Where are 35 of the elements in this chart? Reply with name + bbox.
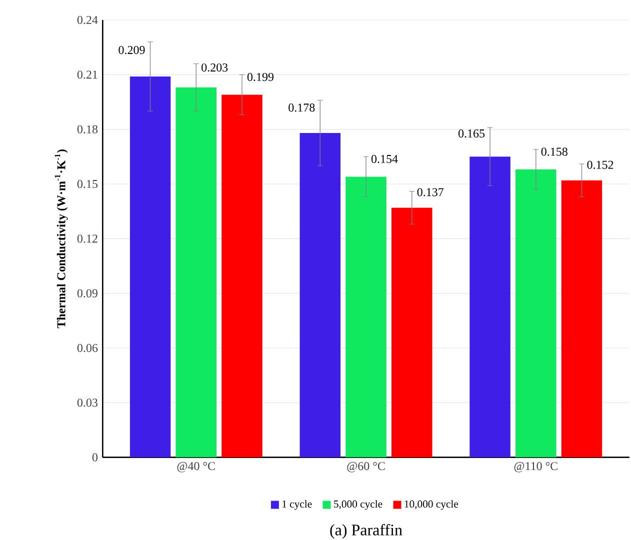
legend-label: 10,000 cycle	[404, 500, 458, 510]
bar	[470, 156, 510, 458]
data-label: 0.165	[458, 129, 485, 138]
data-label: 0.158	[541, 148, 568, 156]
data-label: 0.178	[288, 104, 315, 112]
legend-label: 5,000 cycle	[334, 500, 382, 510]
bar	[516, 169, 556, 458]
data-label: 0.137	[417, 188, 444, 196]
bar	[130, 76, 171, 458]
bar	[222, 94, 262, 458]
bar	[391, 208, 432, 458]
x-tick-label: @40 °C	[177, 462, 215, 472]
y-tick-label: 0.06	[77, 344, 98, 352]
legend-label: 1 cycle	[282, 500, 312, 510]
data-label: 0.154	[371, 154, 398, 164]
x-tick-label: @60 °C	[347, 462, 385, 472]
y-axis-title: Thermal Conductivity (W·m$^{-1}$·K$^{-1}$)	[54, 150, 68, 328]
y-tick-label: 0.24	[77, 16, 98, 24]
bar	[176, 87, 216, 458]
y-tick-label: 0.12	[77, 234, 98, 243]
data-label: 0.199	[247, 72, 274, 82]
data-label: 0.203	[202, 63, 228, 72]
y-tick-label: 0.03	[77, 398, 98, 407]
x-tick-label: @110 °C	[514, 462, 558, 472]
bar	[300, 132, 341, 458]
y-tick-label: 0.21	[77, 70, 98, 79]
data-label: 0.152	[587, 160, 614, 169]
y-tick-label: 0.18	[77, 125, 98, 134]
bar	[561, 180, 602, 458]
y-tick-label: 0	[92, 453, 98, 462]
bar	[346, 176, 386, 458]
data-label: 0.209	[118, 46, 145, 54]
text: (a) Paraffin	[330, 524, 402, 539]
y-tick-label: 0.09	[77, 289, 98, 298]
y-tick-label: 0.15	[77, 180, 98, 188]
